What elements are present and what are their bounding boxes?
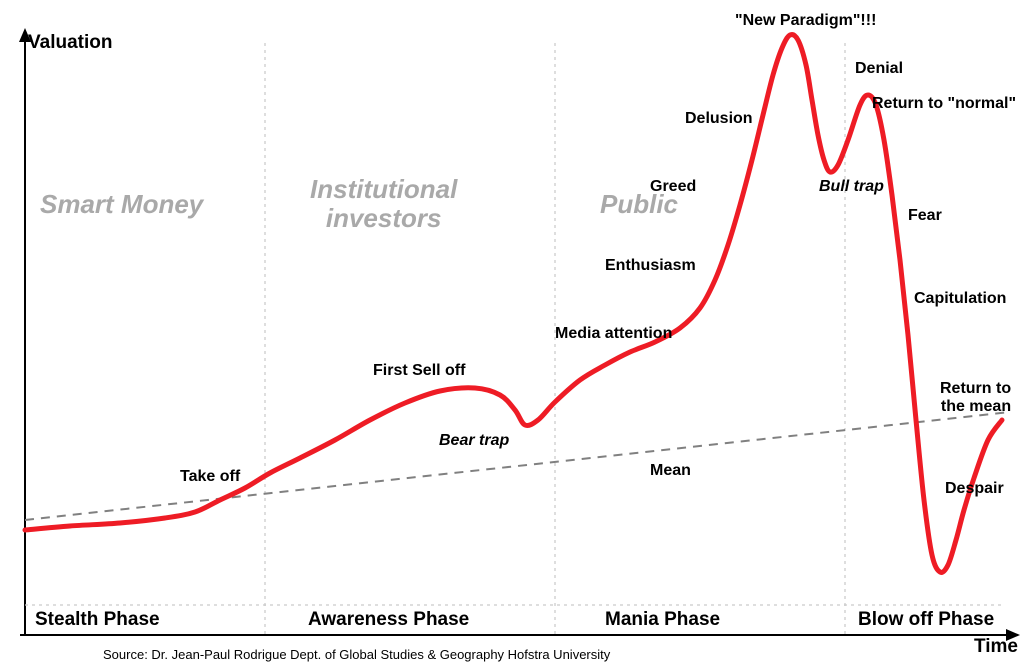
investor-label: Smart Money	[40, 190, 203, 219]
stage-label: Return to "normal"	[872, 95, 1016, 113]
source-text: Source: Dr. Jean-Paul Rodrigue Dept. of …	[103, 648, 610, 662]
investor-label: Institutionalinvestors	[310, 175, 457, 232]
stage-label: Capitulation	[914, 290, 1006, 308]
stage-label: Despair	[945, 480, 1004, 498]
stage-label: Bear trap	[439, 432, 509, 450]
stage-label: Denial	[855, 60, 903, 78]
x-axis-label: Time	[974, 637, 1018, 658]
stage-label: Take off	[180, 468, 240, 486]
stage-label: Delusion	[685, 110, 753, 128]
y-axis-label: Valuation	[28, 33, 112, 54]
phase-label: Mania Phase	[605, 610, 720, 631]
stage-label: Bull trap	[819, 178, 884, 196]
chart-svg	[0, 0, 1024, 672]
phase-label: Blow off Phase	[858, 610, 994, 631]
phase-label: Awareness Phase	[308, 610, 469, 631]
phase-label: Stealth Phase	[35, 610, 160, 631]
stage-label: Greed	[650, 178, 696, 196]
bubble-chart: Valuation Time Stealth Phase Awareness Ph…	[0, 0, 1024, 672]
mean-label: Mean	[650, 462, 691, 480]
stage-label: Return tothe mean	[940, 380, 1011, 415]
stage-label: Media attention	[555, 325, 672, 343]
stage-label: "New Paradigm"!!!	[735, 12, 876, 30]
stage-label: Fear	[908, 207, 942, 225]
stage-label: First Sell off	[373, 362, 465, 380]
stage-label: Enthusiasm	[605, 257, 696, 275]
